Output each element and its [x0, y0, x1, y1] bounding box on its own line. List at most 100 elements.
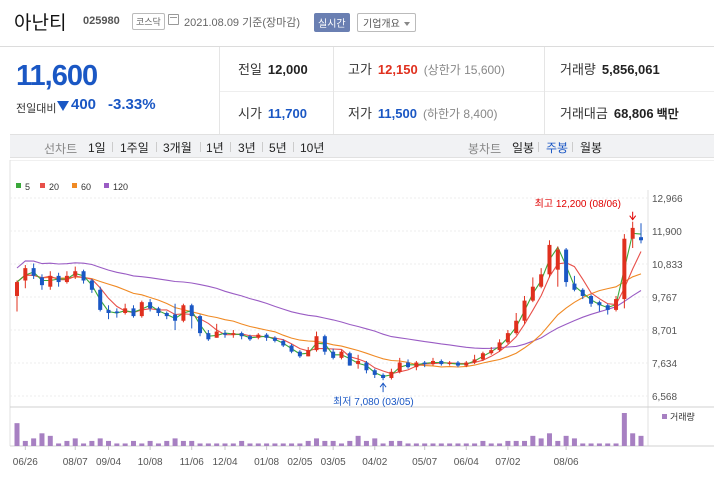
line-chart-label: 선차트 [44, 142, 78, 156]
current-price: 11,600 [16, 60, 98, 92]
x-tick-label: 03/05 [321, 457, 346, 468]
divider [230, 142, 231, 152]
realtime-button[interactable]: 실시간 [314, 13, 350, 32]
change-amount: 400 [71, 96, 97, 113]
volume-bar [596, 443, 602, 446]
candle-body [81, 271, 86, 281]
volume-bar [480, 440, 486, 446]
candle-body [239, 333, 244, 337]
stock-name[interactable]: 아난티 [14, 13, 67, 34]
candle-body [572, 283, 577, 290]
x-tick-label: 01/08 [254, 457, 279, 468]
volume-bar [305, 440, 311, 446]
x-tick-label: 04/02 [362, 457, 387, 468]
y-tick-label: 7,634 [652, 359, 677, 370]
volume-bar [580, 443, 586, 446]
candle-monthly[interactable]: 월봉 [580, 141, 603, 155]
candle-daily[interactable]: 일봉 [512, 141, 535, 155]
change-percent: -3.33% [108, 96, 156, 113]
volume-bar [563, 435, 569, 446]
candle-body [347, 353, 352, 366]
y-tick-label: 12,966 [652, 194, 683, 205]
candle-body [322, 336, 327, 352]
volume-bar [289, 443, 295, 446]
ma120-line [16, 260, 642, 349]
volume-bar [114, 443, 120, 446]
stat-amount: 거래대금 68,806 백만 [560, 103, 679, 122]
down-arrow-icon [57, 101, 69, 111]
divider [112, 142, 113, 152]
stat-unit: 백만 [656, 107, 679, 121]
volume-bar [147, 440, 153, 446]
period-5y[interactable]: 5년 [269, 141, 287, 155]
candle-body [381, 374, 386, 378]
price-summary: 11,600 전일대비 400 -3.33% 전일 12,000 시가 11,700… [0, 46, 714, 135]
high-label: 최고 12,200 (08/06) [535, 198, 621, 210]
candle-body [206, 333, 211, 340]
volume-bar [588, 443, 594, 446]
legend-label: 60 [81, 182, 91, 192]
x-tick-label: 12/04 [212, 457, 237, 468]
candle-body [256, 334, 261, 338]
stock-chart[interactable]: 5 20 60 120 최고 12,200 (08/06) 최저 7,080 (03/0… [0, 160, 714, 486]
candle-body [406, 362, 411, 368]
candle-body [173, 314, 178, 321]
x-tick-label: 08/07 [63, 457, 88, 468]
period-10y[interactable]: 10년 [300, 141, 325, 155]
volume-bar [380, 443, 386, 446]
period-1w[interactable]: 1주일 [120, 141, 149, 155]
candle-body [15, 282, 19, 296]
candle-body [297, 351, 302, 357]
candle-body [64, 275, 69, 283]
volume-bar [422, 443, 428, 446]
candle-body [148, 302, 153, 309]
candle-body [314, 336, 319, 351]
low-label: 최저 7,080 (03/05) [333, 396, 414, 408]
volume-bar [372, 438, 378, 446]
volume-bar [72, 438, 78, 446]
candle-body [364, 362, 369, 371]
y-tick-label: 9,767 [652, 293, 677, 304]
x-tick-label: 09/04 [96, 457, 121, 468]
period-3y[interactable]: 3년 [238, 141, 256, 155]
current-price-box: 11,600 전일대비 400 -3.33% [0, 47, 220, 135]
candle-body [564, 249, 569, 283]
legend-swatch [16, 183, 21, 188]
stock-header: 아난티 025980 코스닥 2021.08.09 기준(장마감) 실시간 기업… [0, 0, 714, 46]
candle-body [272, 337, 277, 341]
candle-chart-label: 봉차트 [468, 142, 502, 156]
candle-body [622, 238, 627, 300]
stat-open: 시가 11,700 [238, 103, 307, 122]
volume-bar [47, 435, 53, 446]
high-low-markers: 최고 12,200 (08/06) 최저 7,080 (03/05) [333, 198, 637, 408]
company-overview-label: 기업개요 [363, 19, 400, 30]
volume-bar [555, 440, 561, 446]
period-1d[interactable]: 1일 [88, 141, 106, 155]
candle-body [589, 295, 594, 304]
stat-label: 저가 [348, 106, 372, 121]
x-tick-label: 11/06 [180, 457, 205, 468]
volume-legend-swatch [662, 414, 667, 419]
volume-bar [497, 443, 503, 446]
candle-weekly[interactable]: 주봉 [546, 141, 569, 155]
candle-body [422, 362, 427, 365]
stat-value: 11,500 [377, 106, 417, 121]
volume-bar [81, 443, 87, 446]
company-overview-dropdown[interactable]: 기업개요 [357, 13, 416, 32]
volume-bar [39, 433, 45, 446]
candle-body [114, 311, 119, 313]
divider [200, 142, 201, 152]
candle-body [464, 362, 469, 366]
legend-label: 5 [25, 182, 30, 192]
period-3m[interactable]: 3개월 [163, 141, 192, 155]
period-1y[interactable]: 1년 [206, 141, 224, 155]
y-axis-labels: 12,966 11,900 10,833 9,767 8,701 7,634 6,568 [652, 194, 683, 403]
stat-label: 전일 [238, 62, 262, 77]
chart-legend: 5 20 60 120 [16, 182, 128, 192]
candle-body [223, 333, 227, 335]
divider [156, 142, 157, 152]
period-toolbar: 선차트 1일 1주일 3개월 1년 3년 5년 10년 봉차트 일봉 주봉 월봉 [10, 134, 714, 158]
volume-bar [272, 443, 278, 446]
volume-bar [355, 435, 361, 446]
volume-bars: 거래량 [14, 411, 695, 446]
